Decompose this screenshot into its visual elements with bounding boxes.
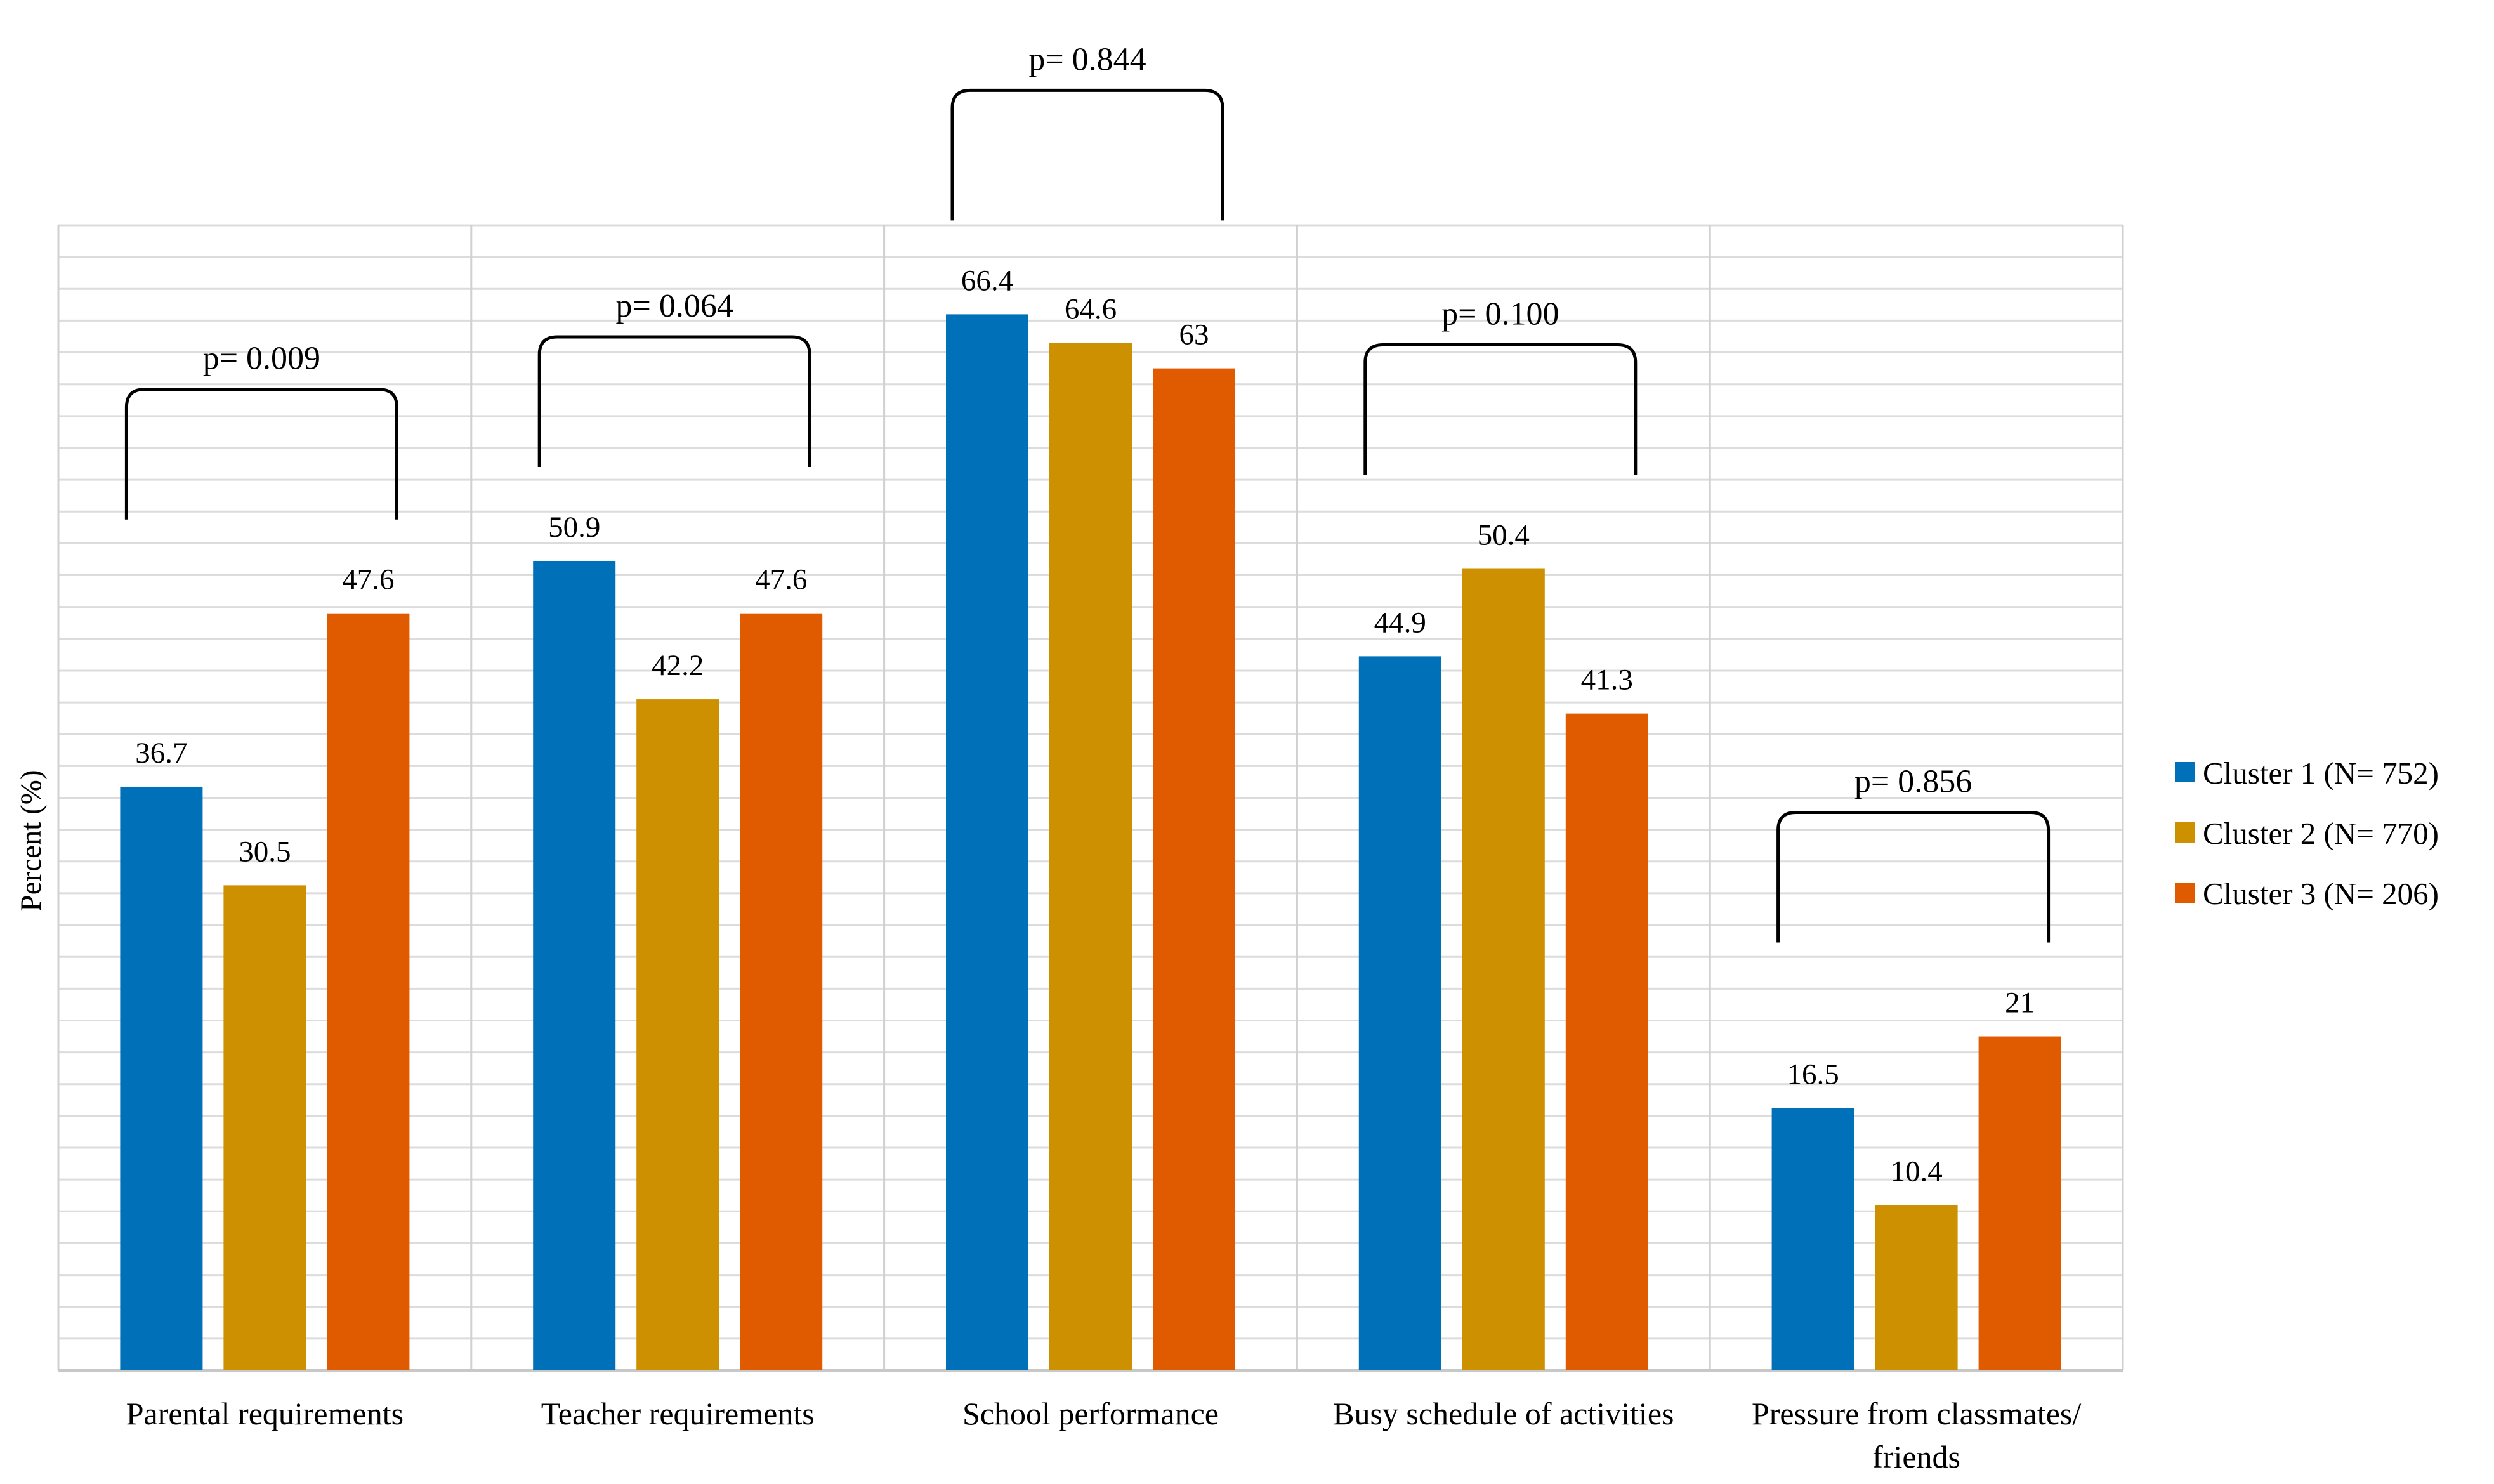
data-labels: 36.7 50.9 66.4 44.9 16.5 30.5 42.2 64.6 50.4 10.4… (135, 264, 2035, 1188)
x-tick-label: Teacher requirements (541, 1396, 815, 1431)
significance-bracket (124, 388, 398, 520)
p-value-label: p= 0.064 (616, 288, 733, 324)
y-axis-title: Percent (%) (15, 770, 48, 911)
bar (1771, 1108, 1854, 1370)
bar (1462, 568, 1545, 1370)
significance-bracket (1363, 343, 1638, 475)
bar (740, 613, 823, 1370)
p-value-label: p= 0.100 (1441, 296, 1559, 332)
bar (1049, 343, 1132, 1370)
significance-bracket (950, 88, 1224, 221)
significance-brackets: p= 0.009 p= 0.064 p= 0.844 p= 0.100 p= 0.856 (124, 41, 2051, 943)
x-tick-label: Pressure from classmates/ (1752, 1396, 2081, 1431)
p-value-label: p= 0.844 (1028, 41, 1146, 77)
bar (1978, 1036, 2061, 1370)
data-label: 42.2 (652, 649, 704, 682)
bar (120, 786, 203, 1370)
legend-label: Cluster 1 (N= 752) (2203, 756, 2439, 791)
data-label: 50.4 (1478, 519, 1530, 552)
legend-swatch (2175, 762, 2195, 782)
bar (946, 314, 1028, 1370)
data-label: 36.7 (135, 737, 187, 770)
legend-swatch (2175, 883, 2195, 903)
bar (327, 613, 410, 1370)
data-label: 30.5 (239, 835, 291, 868)
data-label: 21 (2005, 987, 2035, 1020)
data-label: 47.6 (755, 563, 807, 596)
x-tick-label: Busy schedule of activities (1333, 1396, 1674, 1431)
bar (533, 560, 616, 1370)
bar (1358, 656, 1441, 1370)
bar (1153, 368, 1235, 1370)
p-value-label: p= 0.009 (203, 341, 320, 377)
bar (223, 885, 306, 1370)
significance-bracket (1776, 811, 2051, 943)
bar (1565, 713, 1648, 1370)
x-tick-label: Parental requirements (126, 1396, 404, 1431)
p-value-label: p= 0.856 (1854, 764, 1972, 800)
data-label: 50.9 (548, 511, 600, 544)
data-label: 63 (1179, 318, 1209, 351)
data-label: 16.5 (1787, 1058, 1839, 1091)
significance-bracket (537, 335, 811, 467)
data-label: 44.9 (1374, 606, 1426, 639)
legend: Cluster 1 (N= 752) Cluster 2 (N= 770) Clus… (2175, 756, 2439, 911)
x-axis-tick-labels: Parental requirements Teacher requirement… (126, 1396, 2082, 1474)
data-label: 41.3 (1581, 664, 1633, 697)
x-tick-label: School performance (962, 1396, 1219, 1431)
data-label: 47.6 (342, 563, 394, 596)
bar (1875, 1205, 1958, 1370)
legend-label: Cluster 3 (N= 206) (2203, 876, 2439, 911)
legend-swatch (2175, 822, 2195, 843)
bar (636, 699, 719, 1370)
data-label: 64.6 (1065, 293, 1117, 326)
data-label: 66.4 (961, 264, 1013, 297)
data-label: 10.4 (1890, 1155, 1942, 1188)
bars (120, 314, 2061, 1370)
legend-label: Cluster 2 (N= 770) (2203, 816, 2439, 851)
x-tick-label: friends (1872, 1439, 1960, 1474)
